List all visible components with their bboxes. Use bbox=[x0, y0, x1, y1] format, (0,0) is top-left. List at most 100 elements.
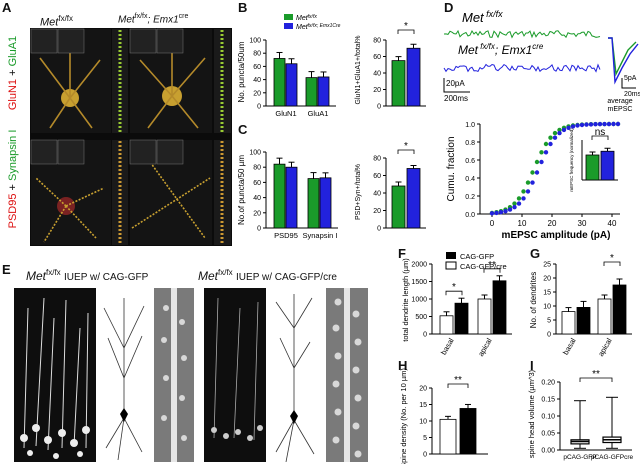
h-sig-bracket bbox=[447, 383, 469, 388]
e-left-trace bbox=[96, 288, 152, 462]
d-curve-ctrl-point bbox=[543, 141, 549, 147]
a-row2-plus: + bbox=[7, 180, 19, 194]
f-y-tick-label: 2000 bbox=[411, 262, 427, 269]
c-x-tick-label: PSD95 bbox=[274, 231, 298, 240]
b2-y-tick-label: 40 bbox=[373, 71, 381, 78]
g-bar-cre bbox=[612, 284, 627, 335]
d-curve-cko-point bbox=[593, 122, 598, 127]
e-left-micrograph bbox=[14, 288, 96, 462]
d-avg-cko bbox=[608, 37, 639, 85]
d-inset-bar-cko bbox=[600, 150, 615, 181]
d-curve-ctrl-point bbox=[548, 135, 553, 140]
d-ylabel: Cumu. fraction bbox=[446, 136, 457, 201]
c2-y-tick-label: 40 bbox=[373, 191, 381, 198]
d-y-tick-label: 0.4 bbox=[465, 176, 475, 183]
a-cko-neuron-row1 bbox=[129, 28, 212, 133]
d-y-tick-label: 0.0 bbox=[465, 212, 475, 219]
a-cko-sup2: cre bbox=[178, 13, 189, 20]
d-curve-cko-point bbox=[575, 123, 580, 128]
d-trace1-sup: fx/fx bbox=[484, 9, 504, 19]
panel-e-label: E bbox=[2, 262, 11, 277]
b2-sig: * bbox=[404, 21, 408, 32]
a-cko-sup: fx/fx bbox=[134, 13, 148, 20]
b-ylabel: No. puncta/50um bbox=[237, 41, 246, 102]
panel-b-label: B bbox=[238, 0, 248, 15]
b-y-tick-label: 80 bbox=[253, 51, 261, 58]
d-scalebar-right bbox=[621, 78, 636, 89]
b-y-tick-label: 40 bbox=[253, 77, 261, 84]
f-y-tick-label: 500 bbox=[415, 314, 427, 321]
e-right-gene: Met bbox=[198, 269, 219, 283]
h-bar-gfp bbox=[439, 418, 457, 455]
i-sig: ** bbox=[592, 369, 600, 380]
h-sig: ** bbox=[454, 375, 462, 386]
h-y-tick-label: 0 bbox=[423, 452, 427, 459]
a-cko-dendrite-row1 bbox=[214, 29, 231, 133]
d-curve-cko-point bbox=[507, 207, 513, 212]
g-y-tick-label: 5 bbox=[547, 318, 551, 325]
d-trace-cko bbox=[443, 63, 601, 73]
d-inset-sig: ns bbox=[595, 127, 606, 138]
a-row1-plus: + bbox=[7, 66, 19, 79]
panel-h-chart: 0 5 10 15 20 Spine density (No. per 10 µm) ** bbox=[399, 368, 488, 464]
d-curve-cko-point bbox=[561, 127, 567, 133]
g-x-tick-label: apical bbox=[596, 336, 614, 358]
b-bar-ctrl bbox=[305, 77, 318, 107]
d-curve-ctrl-point bbox=[552, 130, 558, 136]
c-bar-ctrl bbox=[273, 163, 286, 229]
h-y-tick-label: 20 bbox=[419, 386, 427, 393]
f-ylabel: total dendrite length (µm) bbox=[401, 258, 410, 342]
e-right-sup: fx/fx bbox=[218, 268, 233, 277]
a-ctrl-neuron-row1 bbox=[30, 28, 111, 133]
e-left-sup: fx/fx bbox=[46, 268, 61, 277]
g-y-tick-label: 10 bbox=[543, 304, 551, 311]
d-curve-cko-point bbox=[516, 201, 522, 206]
a-cko-gene: Met bbox=[118, 14, 135, 26]
panel-a-col-cko-title: Metfx/fx; Emx1cre bbox=[118, 13, 228, 25]
d-scale-right-1: 5pA bbox=[624, 75, 637, 82]
panel-c-label: C bbox=[238, 122, 248, 137]
d-scale-left-1: 20pA bbox=[446, 79, 465, 88]
f-sig-bracket bbox=[483, 268, 501, 273]
i-y-tick-label: 0.10 bbox=[541, 414, 555, 421]
d-curve-cko-point bbox=[588, 122, 594, 127]
e-right-rest: IUEP w/ CAG-GFP/cre bbox=[236, 272, 337, 283]
f-sig: ** bbox=[488, 260, 496, 271]
panel-i-label: I bbox=[530, 358, 534, 373]
panel-d-chart: Met fx/fx Met fx/fx; Emx1cre 20pA 200ms 5pA 2… bbox=[443, 9, 640, 241]
d-curve-cko-point bbox=[611, 121, 616, 127]
f-sig: * bbox=[452, 282, 456, 293]
b-bar-cko bbox=[285, 63, 298, 107]
b2-y-tick-label: 20 bbox=[373, 87, 381, 94]
d-inset-sig-bracket bbox=[591, 135, 609, 140]
f-y-tick-label: 0 bbox=[423, 332, 427, 339]
b-y-tick-label: 0 bbox=[257, 104, 261, 111]
h-y-tick-label: 5 bbox=[423, 435, 427, 442]
b-legend-label: Metfx/fx; Emx1Cre bbox=[296, 23, 341, 31]
i-x-tick-label: pCAG-GFPcre bbox=[591, 454, 634, 461]
b2-y-tick-label: 0 bbox=[377, 104, 381, 111]
c-y-tick-label: 100 bbox=[249, 150, 261, 157]
f-x-tick-label: apical bbox=[476, 336, 494, 358]
d-trace2-sup2: cre bbox=[532, 42, 544, 51]
a-cko-dendrite-row2 bbox=[214, 140, 231, 245]
d-curve-cko-point bbox=[597, 121, 603, 127]
d-curve-cko-point bbox=[494, 210, 499, 216]
g-y-tick-label: 15 bbox=[543, 290, 551, 297]
d-curve-cko-point bbox=[512, 205, 517, 210]
panel-a-label: A bbox=[2, 0, 12, 15]
d-scalebar-left bbox=[443, 78, 470, 93]
f-sig-bracket bbox=[445, 290, 463, 296]
d-curve-cko-point bbox=[539, 159, 544, 165]
f-legend-swatch-cre bbox=[445, 261, 457, 270]
i-sig-bracket bbox=[579, 377, 613, 382]
b-legend-sup: fx/fx; Emx1Cre bbox=[308, 23, 341, 29]
d-y-tick-label: 0.6 bbox=[465, 158, 475, 165]
i-y-tick-label: 0.05 bbox=[541, 431, 555, 438]
a-ctrl-sup: fx/fx bbox=[58, 14, 74, 23]
panel-i-chart: 0.00 0.05 0.10 0.15 0.20 spine head volume (µ… bbox=[527, 369, 634, 461]
d-trace2-sup: fx/fx bbox=[478, 42, 496, 51]
g-y-tick-label: 0 bbox=[547, 332, 551, 339]
